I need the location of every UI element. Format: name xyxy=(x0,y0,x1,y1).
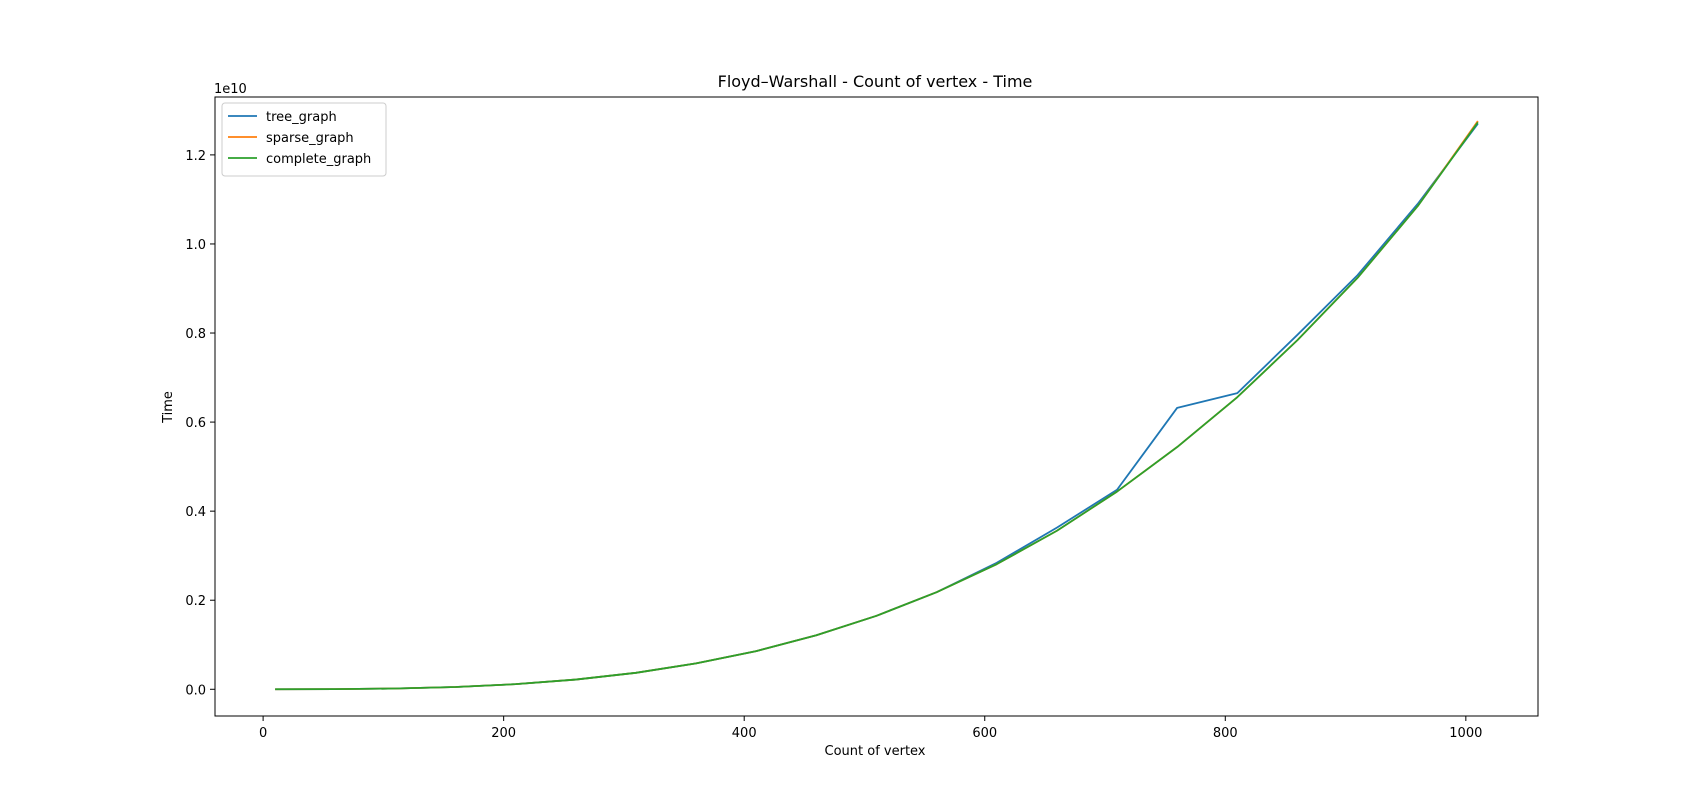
legend: tree_graph sparse_graph complete_graph xyxy=(221,102,387,177)
legend-box xyxy=(221,102,387,177)
y-offset-label: 1e10 xyxy=(214,82,247,97)
chart-title: Floyd–Warshall - Count of vertex - Time xyxy=(718,72,1033,91)
y-tick-label: 1.2 xyxy=(185,149,206,164)
x-axis-label: Count of vertex xyxy=(825,744,926,759)
plot-frame xyxy=(214,96,1539,717)
y-tick-label: 0.4 xyxy=(185,505,206,520)
series-lines xyxy=(275,120,1479,691)
y-tick-label: 0.0 xyxy=(185,683,206,698)
y-tick-label: 0.2 xyxy=(185,594,206,609)
x-tick-label: 1000 xyxy=(1449,726,1482,741)
y-tick-label: 1.0 xyxy=(185,238,206,253)
x-tick-label: 400 xyxy=(732,726,757,741)
legend-label-complete-graph: complete_graph xyxy=(266,152,371,167)
x-tick-label: 600 xyxy=(972,726,997,741)
x-axis-ticks: 0 200 400 600 800 1000 xyxy=(259,716,1482,741)
x-tick-label: 0 xyxy=(259,726,267,741)
series-line-complete-graph xyxy=(275,121,1479,691)
y-tick-label: 0.8 xyxy=(185,327,206,342)
x-tick-label: 800 xyxy=(1213,726,1238,741)
y-tick-label: 0.6 xyxy=(185,416,206,431)
y-axis-ticks: 0.0 0.2 0.4 0.6 0.8 1.0 1.2 xyxy=(185,149,215,698)
y-axis-label: Time xyxy=(161,391,176,424)
legend-label-tree-graph: tree_graph xyxy=(266,110,337,125)
plot-area xyxy=(214,96,1539,717)
x-tick-label: 200 xyxy=(491,726,516,741)
legend-label-sparse-graph: sparse_graph xyxy=(266,131,354,146)
